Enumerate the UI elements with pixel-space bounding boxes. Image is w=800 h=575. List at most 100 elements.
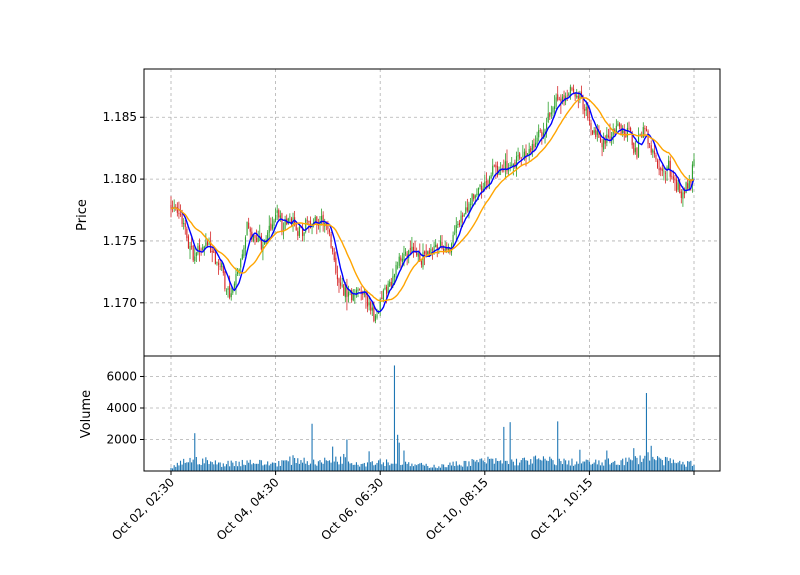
candle-body <box>393 274 396 278</box>
candle-body <box>599 137 602 143</box>
volume-bar <box>523 457 525 471</box>
candle-body <box>184 223 186 227</box>
candle-body <box>252 235 254 241</box>
candle-body <box>439 240 441 248</box>
candle-body <box>628 128 630 130</box>
candle <box>566 89 568 101</box>
candle <box>561 93 564 105</box>
volume-bar <box>392 463 394 471</box>
candle <box>538 124 540 142</box>
volume-bar <box>462 466 464 471</box>
volume-bar <box>618 465 621 471</box>
candle-body <box>351 290 353 301</box>
candle-body <box>509 165 511 167</box>
candle-body <box>425 250 427 256</box>
volume-bar <box>189 457 191 471</box>
candle <box>601 138 603 157</box>
candle-body <box>649 143 651 145</box>
candle <box>384 284 386 291</box>
candle-body <box>370 302 372 311</box>
candle <box>471 193 473 209</box>
candle <box>249 226 251 240</box>
candle-body <box>482 188 484 191</box>
volume-bar <box>650 445 652 471</box>
candle <box>454 225 456 236</box>
candle <box>503 159 505 173</box>
candle <box>682 186 684 207</box>
candle-body <box>431 249 434 251</box>
candle <box>650 140 652 156</box>
candle <box>256 229 258 243</box>
candle <box>691 161 693 193</box>
volume-bar <box>647 452 649 471</box>
volume-bar <box>649 460 651 471</box>
candle <box>305 217 307 234</box>
volume-bar <box>405 461 407 471</box>
candle-body <box>368 302 370 306</box>
volume-bar <box>210 461 212 471</box>
volume-bar <box>208 464 210 471</box>
candle <box>563 90 565 106</box>
candle-body <box>412 246 415 252</box>
volume-bar <box>297 458 299 471</box>
candle-body <box>633 142 635 154</box>
candle-body <box>622 129 624 133</box>
volume-bar <box>400 465 402 471</box>
candle-body <box>539 130 541 131</box>
candle <box>424 250 426 266</box>
volume-bar <box>173 465 175 471</box>
candle-body <box>490 175 492 179</box>
candle-body <box>550 112 552 115</box>
candle-body <box>298 226 300 236</box>
volume-bar <box>680 464 682 471</box>
candle <box>248 217 250 230</box>
volume-bar <box>481 458 483 471</box>
volume-bar <box>317 461 319 471</box>
candle <box>235 267 237 295</box>
volume-bar <box>181 464 183 471</box>
volume-bar <box>528 464 530 471</box>
candle <box>617 120 619 127</box>
candle <box>278 208 280 221</box>
candle-body <box>186 228 188 239</box>
volume-bar <box>370 462 372 471</box>
volume-bar <box>615 464 617 471</box>
candle-body <box>225 290 228 292</box>
candle-body <box>289 216 291 218</box>
candle-body <box>498 169 500 175</box>
volume-bar <box>222 463 224 471</box>
candle-body <box>365 291 367 298</box>
candle-body <box>534 142 537 147</box>
candle <box>496 161 499 178</box>
volume-grid <box>144 356 720 471</box>
volume-bar <box>626 461 628 471</box>
candle-body <box>373 304 375 322</box>
candle-body <box>428 250 430 256</box>
candle <box>173 199 175 212</box>
candle <box>455 217 457 243</box>
volume-bar <box>672 459 674 471</box>
volume-bar <box>536 459 538 471</box>
x-tick-label: Oct 02, 02:30 <box>109 475 177 543</box>
volume-bar <box>488 458 491 471</box>
price-y-tick-label: 1.175 <box>103 234 137 248</box>
candle <box>547 101 549 124</box>
candle-body <box>306 220 308 221</box>
volume-bar <box>634 456 636 471</box>
candle-body <box>417 253 419 257</box>
candle <box>186 226 188 241</box>
candle-body <box>626 127 628 137</box>
candle-body <box>691 164 693 186</box>
candle <box>652 148 654 158</box>
volume-bar <box>314 464 316 471</box>
candle-body <box>251 231 253 240</box>
candle-body <box>374 315 377 321</box>
volume-bar <box>398 442 400 471</box>
candle <box>633 142 635 156</box>
volume-bar <box>642 458 644 471</box>
volume-bar <box>292 455 294 471</box>
volume-bar <box>612 461 614 471</box>
volume-bar <box>571 458 573 471</box>
volume-bar <box>439 467 441 471</box>
candle <box>225 288 228 296</box>
